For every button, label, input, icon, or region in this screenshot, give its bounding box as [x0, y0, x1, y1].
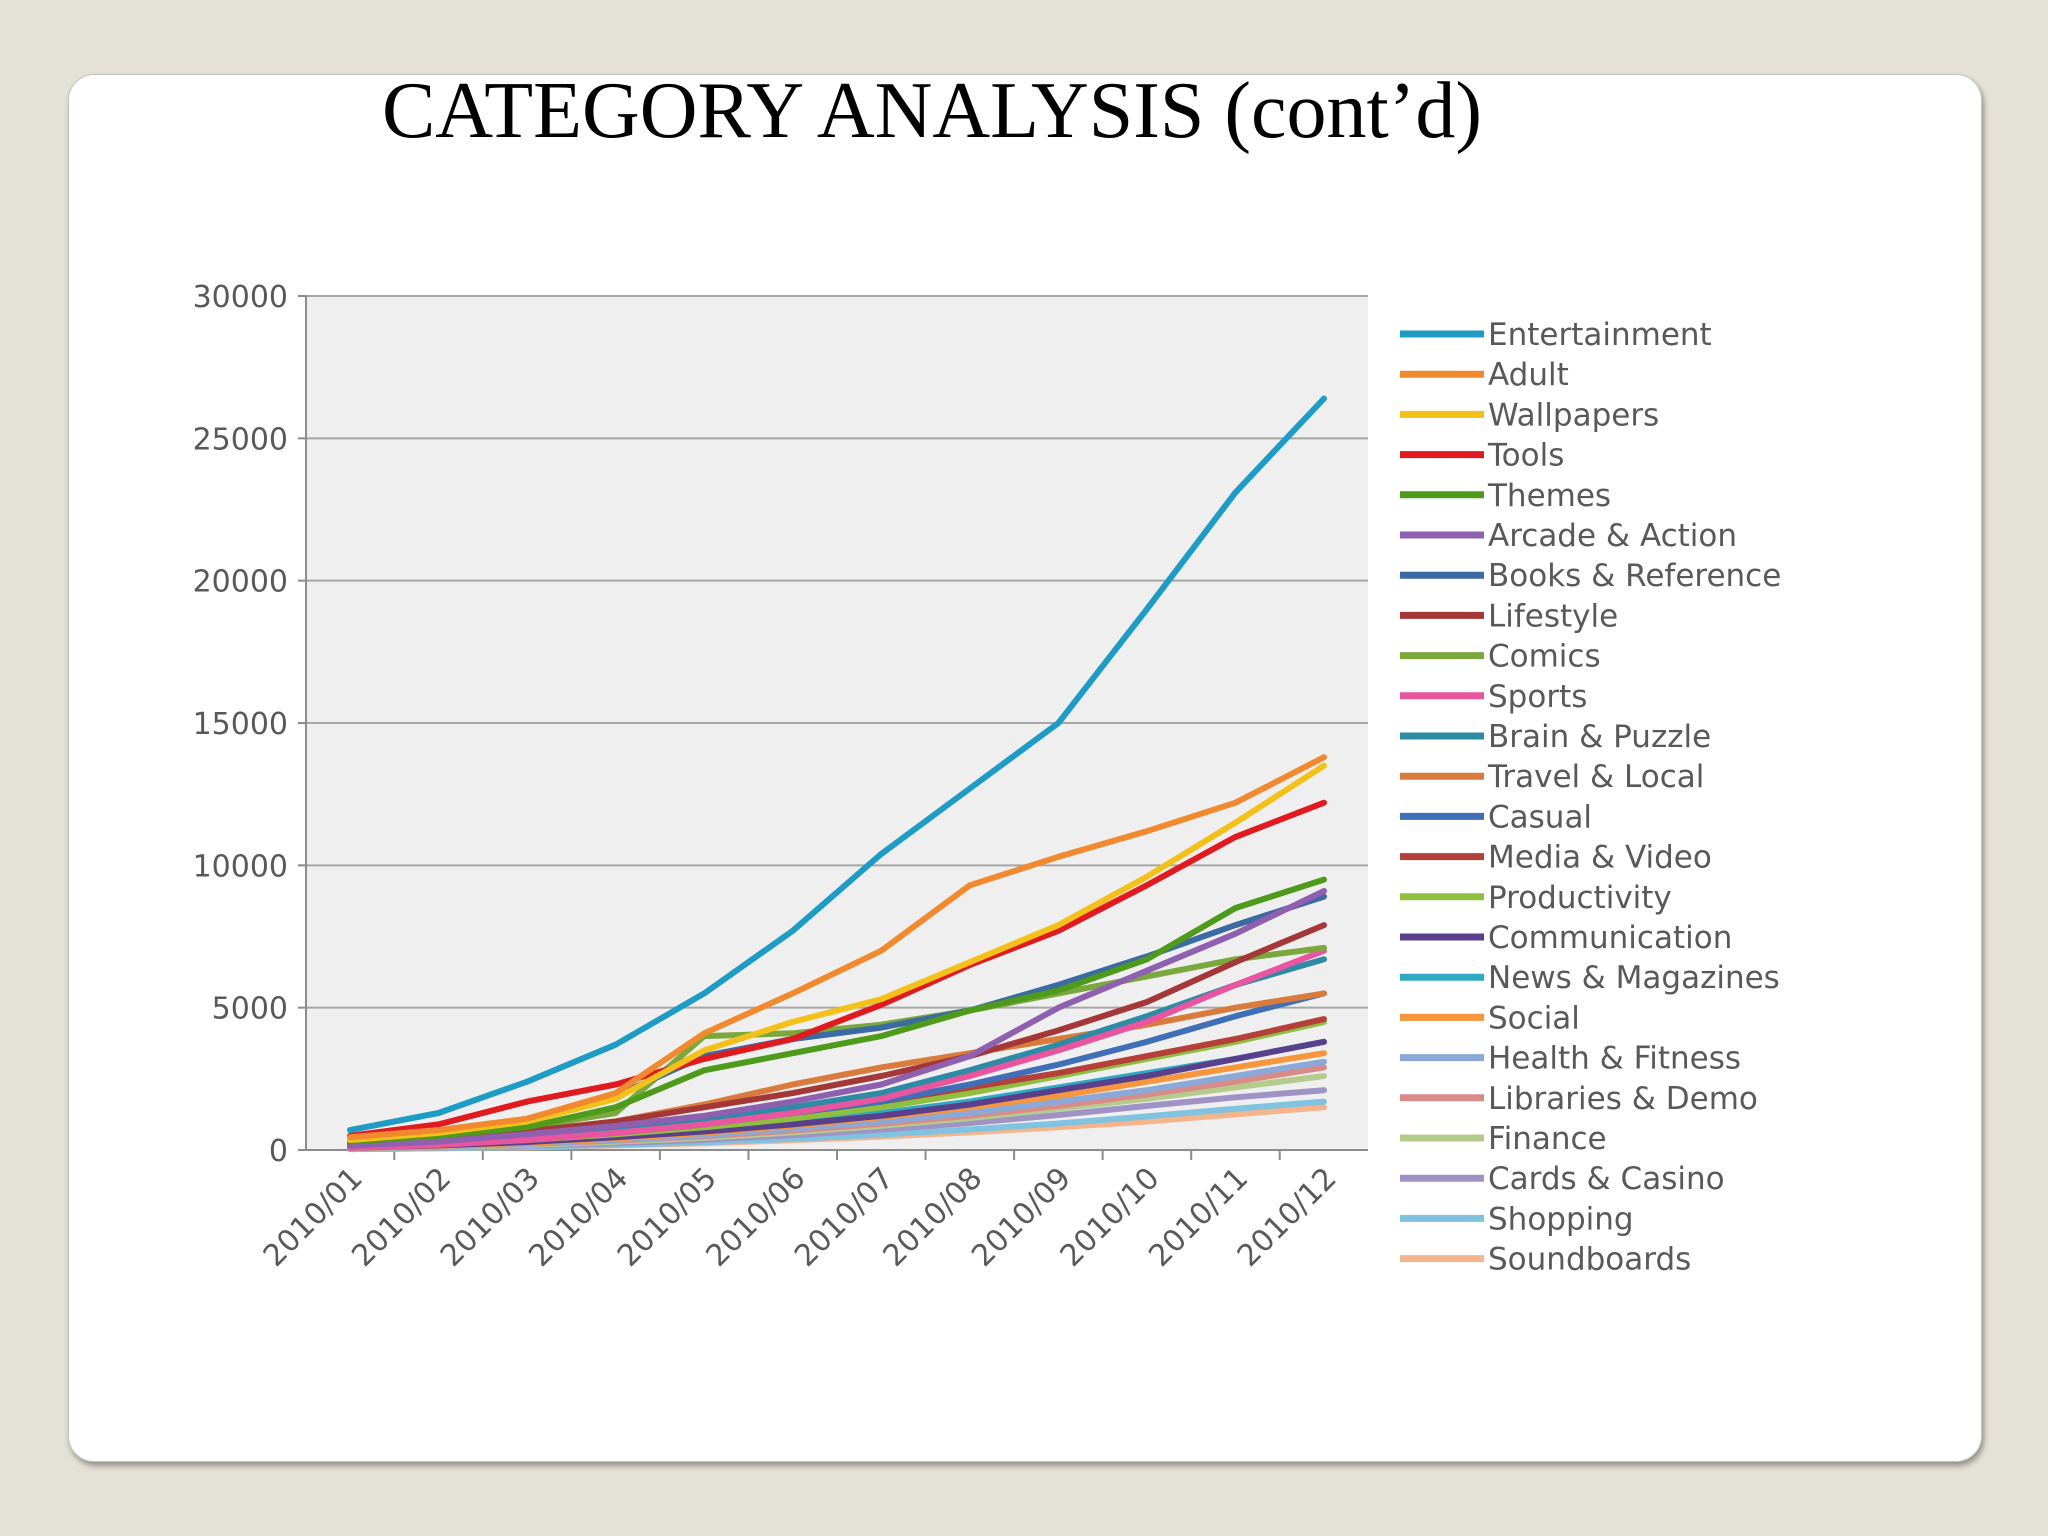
legend-label: Communication: [1488, 920, 1732, 956]
x-tick-label: 2010/12: [1231, 1161, 1344, 1274]
y-tick-label: 20000: [193, 565, 288, 600]
y-tick-label: 5000: [212, 992, 288, 1027]
legend-label: Comics: [1488, 639, 1601, 675]
series-line-5: [347, 876, 1327, 1145]
y-tick-label: 15000: [193, 707, 288, 742]
y-tick-label: 25000: [193, 422, 288, 457]
legend-label: Lifestyle: [1488, 598, 1618, 634]
legend-label: Travel & Local: [1487, 759, 1704, 795]
legend-label: Books & Reference: [1488, 558, 1781, 594]
legend-label: Brain & Puzzle: [1488, 719, 1711, 755]
plot-area: 0500010000150002000025000300002010/01201…: [193, 280, 1368, 1274]
series-line-4: [347, 799, 1327, 1139]
y-tick-label: 10000: [193, 849, 288, 884]
series-line-6: [347, 888, 1327, 1149]
legend-label: Sports: [1488, 679, 1587, 715]
legend-label: Arcade & Action: [1488, 518, 1737, 554]
legend-label: Themes: [1487, 478, 1611, 514]
legend-label: Adult: [1488, 357, 1569, 393]
legend-label: Shopping: [1488, 1201, 1634, 1237]
series-line-1: [347, 395, 1327, 1134]
legend-label: Cards & Casino: [1488, 1161, 1725, 1197]
legend-label: Health & Fitness: [1488, 1041, 1741, 1077]
legend-label: Media & Video: [1488, 840, 1712, 876]
legend-label: Tools: [1487, 438, 1564, 474]
legend-label: Soundboards: [1488, 1242, 1691, 1278]
legend-label: Social: [1488, 1000, 1580, 1036]
legend-label: Wallpapers: [1488, 397, 1659, 433]
legend-label: Libraries & Demo: [1488, 1081, 1758, 1117]
y-tick-label: 30000: [193, 280, 288, 315]
series-line-10: [347, 947, 1327, 1151]
legend-label: Finance: [1488, 1121, 1607, 1157]
legend-label: Entertainment: [1488, 317, 1712, 353]
slide-title: CATEGORY ANALYSIS (cont’d): [381, 67, 1483, 155]
chart-legend: Entertainment Adult Wallpapers Tools Themes A…: [1400, 317, 1781, 1278]
y-tick-label: 0: [269, 1134, 288, 1169]
series-line-2: [347, 754, 1327, 1141]
legend-label: Productivity: [1488, 880, 1672, 916]
legend-label: Casual: [1488, 799, 1592, 835]
legend-label: News & Magazines: [1488, 960, 1780, 996]
